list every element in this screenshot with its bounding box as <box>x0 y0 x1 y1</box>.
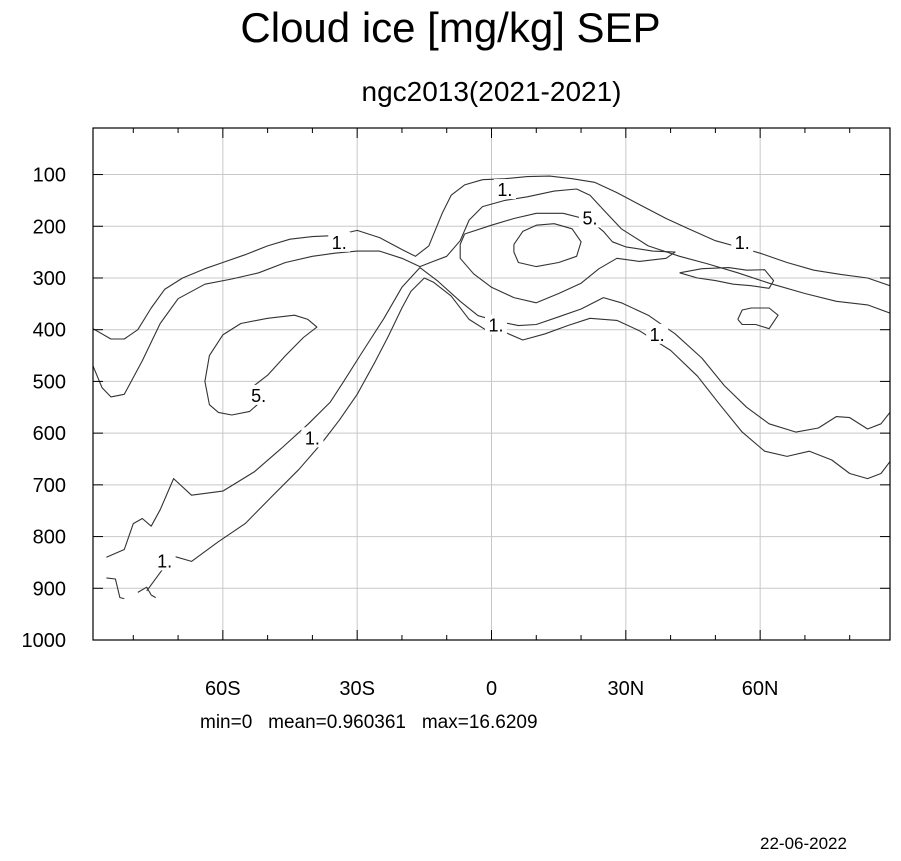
contour-line <box>92 188 891 398</box>
contour-label-bg <box>301 427 324 448</box>
y-tick-label: 1000 <box>22 630 67 652</box>
chart-title: Cloud ice [mg/kg] SEP <box>240 4 661 51</box>
contour-line <box>146 277 891 592</box>
contour-line <box>106 267 891 558</box>
contour-label: 1. <box>157 551 172 571</box>
x-tick-label: 30S <box>339 678 375 700</box>
contour-label: 1. <box>332 233 347 253</box>
stats-line: min=0 mean=0.960361 max=16.6209 <box>200 712 538 734</box>
contour-label: 1. <box>497 180 512 200</box>
contour-label: 1. <box>488 316 503 336</box>
x-tick-label: 60N <box>742 678 779 700</box>
contour-label: 1. <box>735 233 750 253</box>
y-tick-label: 300 <box>33 268 66 290</box>
contour-line <box>737 307 779 330</box>
stat-max: max=16.6209 <box>421 712 538 733</box>
y-tick-label: 600 <box>33 423 66 445</box>
contour-label-bg <box>247 384 270 405</box>
contour-label-bg <box>493 179 516 200</box>
y-tick-label: 100 <box>33 165 66 187</box>
contour-label: 5. <box>251 386 266 406</box>
x-tick-label: 30N <box>607 678 644 700</box>
y-tick-label: 500 <box>33 371 66 393</box>
x-tick-label: 60S <box>205 678 241 700</box>
x-tick-label: 0 <box>486 678 497 700</box>
contour-label-bg <box>646 323 669 344</box>
axis-tick-labels: 60S 30S 0 30N 60N 100 200 300 400 500 600 700 800 900… <box>22 165 779 700</box>
y-tick-label: 800 <box>33 527 66 549</box>
contour-line <box>459 212 676 304</box>
contour-label-bg <box>484 314 507 335</box>
contour-label: 1. <box>650 325 665 345</box>
contour-label-bg <box>731 231 754 252</box>
contour-line <box>513 223 582 268</box>
date-stamp: 22-06-2022 <box>760 834 847 853</box>
y-tick-label: 900 <box>33 578 66 600</box>
y-tick-label: 700 <box>33 475 66 497</box>
y-tick-label: 400 <box>33 320 66 342</box>
contour-label: 5. <box>582 209 597 229</box>
contour-line <box>137 586 156 599</box>
stat-mean: mean=0.960361 <box>268 712 406 733</box>
contour-labels: 1. 1. 5. 1. 1. 1. 5. 1. 1. <box>153 179 754 571</box>
chart-subtitle: ngc2013(2021-2021) <box>361 76 622 107</box>
contour-label-bg <box>579 207 602 228</box>
y-tick-label: 200 <box>33 216 66 238</box>
grid <box>93 128 890 641</box>
contour-line <box>92 175 891 340</box>
contour-label-bg <box>328 231 351 252</box>
stat-min: min=0 <box>200 712 253 733</box>
axis-ticks <box>93 128 890 641</box>
contour-line <box>204 314 318 416</box>
contour-label-bg <box>153 550 176 571</box>
contour-line <box>106 577 125 600</box>
contour-line <box>679 267 775 289</box>
contour-label: 1. <box>305 428 320 448</box>
